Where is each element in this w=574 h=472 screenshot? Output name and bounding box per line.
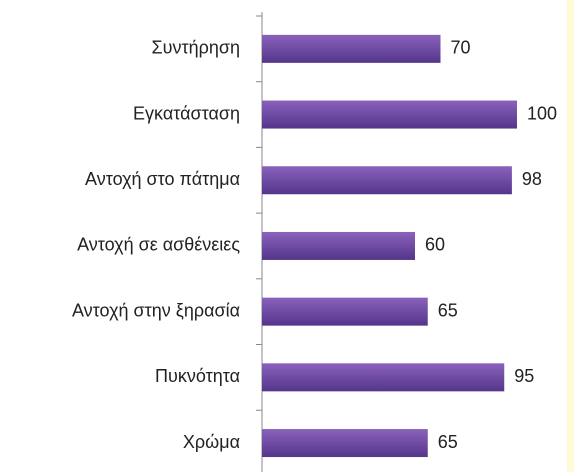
bar <box>262 429 428 458</box>
bar <box>262 166 512 195</box>
data-label: 60 <box>425 235 445 255</box>
data-label: 100 <box>527 103 557 123</box>
category-label: Εγκατάσταση <box>133 103 240 123</box>
bar <box>262 297 428 326</box>
category-label: Αντοχή σε ασθένειες <box>77 235 240 255</box>
bar <box>262 100 517 129</box>
data-label: 65 <box>438 300 458 320</box>
data-label: 65 <box>438 432 458 452</box>
data-label: 70 <box>451 38 471 58</box>
data-label: 98 <box>522 169 542 189</box>
category-label: Πυκνότητα <box>155 366 240 386</box>
data-label: 95 <box>514 366 534 386</box>
category-label: Συντήρηση <box>152 38 240 58</box>
category-label: Αντοχή στην ξηρασία <box>72 300 240 320</box>
category-label: Χρώμα <box>183 432 240 452</box>
bar <box>262 231 415 260</box>
edge-strip <box>567 0 574 472</box>
bar <box>262 34 441 63</box>
bar <box>262 363 505 392</box>
category-label: Αντοχή στο πάτημα <box>85 169 240 189</box>
